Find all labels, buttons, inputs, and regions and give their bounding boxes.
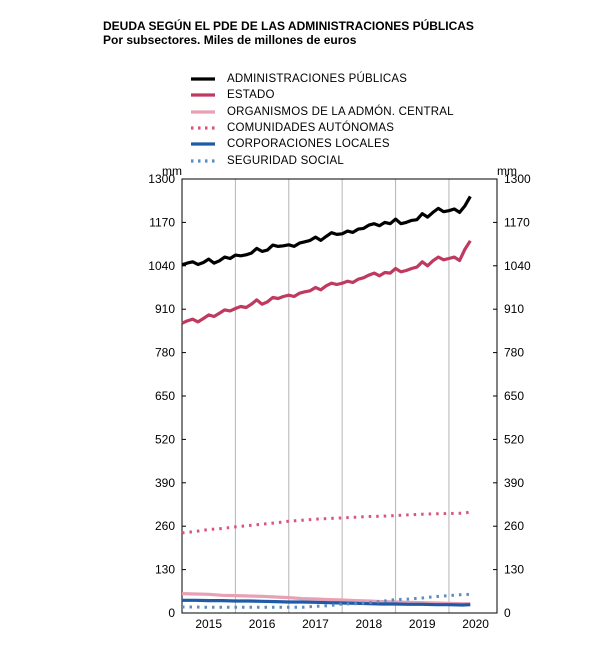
y-tick-label-right: 0	[504, 606, 511, 620]
legend-swatch	[191, 142, 215, 146]
series-line-2	[181, 239, 472, 325]
y-tick-label-left: 650	[155, 389, 175, 403]
y-tick-label-right: 1170	[504, 215, 530, 229]
series-line-3	[181, 592, 471, 606]
y-tick-label-left: 130	[155, 563, 175, 577]
y-tick-label-left: 1170	[149, 215, 175, 229]
legend-label: COMUNIDADES AUTÓNOMAS	[227, 122, 395, 135]
x-tick-label: 2018	[356, 617, 383, 631]
chart-title: DEUDA SEGÚN EL PDE DE LAS ADMINISTRACION…	[103, 19, 474, 33]
y-tick-label-right: 520	[504, 432, 524, 446]
legend-label: ORGANISMOS DE LA ADMÓN. CENTRAL	[227, 105, 454, 118]
y-tick-label-right: 130	[504, 563, 524, 577]
legend-item: ADMINISTRACIONES PÚBLICAS	[190, 71, 454, 87]
x-tick-label: 2015	[195, 617, 222, 631]
x-tick-label: 2017	[302, 617, 329, 631]
x-tick-label: 2020	[462, 617, 489, 631]
y-tick-label-left: 520	[155, 432, 175, 446]
legend-item: COMUNIDADES AUTÓNOMAS	[190, 120, 454, 136]
legend-item: CORPORACIONES LOCALES	[190, 136, 454, 152]
legend-label: ESTADO	[227, 89, 275, 102]
series-line-4	[181, 510, 471, 535]
legend-label: SEGURIDAD SOCIAL	[227, 154, 344, 167]
chart-subtitle: Por subsectores. Miles de millones de eu…	[103, 33, 357, 47]
y-tick-label-left: 260	[155, 519, 175, 533]
y-tick-label-left: 390	[155, 476, 175, 490]
y-unit-right: mm	[497, 164, 517, 178]
y-tick-label-left: 1040	[148, 259, 175, 273]
series-line-5	[182, 598, 471, 607]
y-tick-label-right: 1300	[504, 172, 531, 186]
legend-label: CORPORACIONES LOCALES	[227, 138, 390, 151]
y-tick-label-left: 910	[155, 302, 175, 316]
x-tick-label: 2019	[409, 617, 436, 631]
legend-item: SEGURIDAD SOCIAL	[190, 152, 454, 168]
chart-legend: ADMINISTRACIONES PÚBLICAS ESTADO ORGANISMO…	[190, 71, 454, 169]
y-tick-label-right: 260	[504, 519, 524, 533]
y-tick-label-left: 1300	[148, 172, 175, 186]
legend-swatch	[191, 77, 215, 81]
y-tick-label-right: 650	[504, 389, 524, 403]
y-tick-label-left: 780	[155, 346, 175, 360]
legend-swatch	[191, 93, 215, 98]
legend-item: ORGANISMOS DE LA ADMÓN. CENTRAL	[190, 104, 454, 120]
legend-item: ESTADO	[190, 87, 454, 103]
plot-frame	[181, 178, 498, 614]
x-tick-label: 2016	[249, 617, 276, 631]
y-tick-label-right: 1040	[504, 259, 531, 273]
y-unit-left: mm	[162, 164, 182, 178]
legend-label: ADMINISTRACIONES PÚBLICAS	[227, 73, 408, 86]
series-line-1	[181, 195, 472, 267]
legend-swatch	[191, 110, 215, 114]
y-tick-label-right: 780	[504, 346, 524, 360]
y-tick-label-right: 390	[504, 476, 524, 490]
y-tick-label-right: 910	[504, 302, 524, 316]
y-tick-label-left: 0	[168, 606, 175, 620]
